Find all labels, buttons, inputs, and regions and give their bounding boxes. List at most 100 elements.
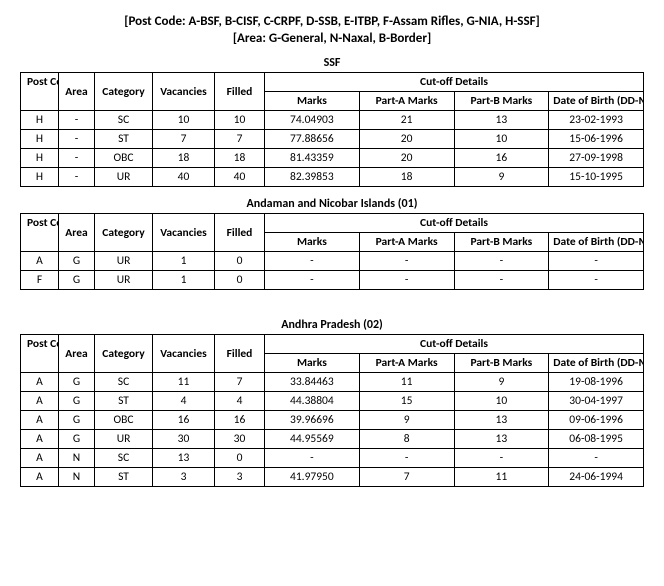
cell-fill: 7 — [215, 130, 265, 149]
table-row: AGOBC161639.9669691309-06-1996 — [21, 411, 644, 430]
cell-marks: 77.88656 — [265, 130, 360, 149]
column-header: Post Code — [21, 335, 59, 373]
cell-dob: 23-02-1993 — [549, 111, 644, 130]
cell-pb: 16 — [454, 149, 549, 168]
cell-pa: 20 — [359, 149, 454, 168]
cell-post: A — [21, 430, 59, 449]
cell-area: - — [59, 111, 95, 130]
cell-area: G — [59, 430, 95, 449]
column-header: Part-A Marks — [359, 233, 454, 252]
cell-post: A — [21, 449, 59, 468]
cell-post: H — [21, 130, 59, 149]
cell-cat: UR — [95, 271, 153, 290]
cell-pa: - — [359, 271, 454, 290]
cell-dob: 24-06-1994 — [549, 468, 644, 487]
cell-dob: 15-10-1995 — [549, 168, 644, 187]
cell-pa: 8 — [359, 430, 454, 449]
cell-fill: 16 — [215, 411, 265, 430]
cell-cat: ST — [95, 130, 153, 149]
cell-pb: 9 — [454, 373, 549, 392]
table-row: AGST4444.38804151030-04-1997 — [21, 392, 644, 411]
table-row: AGUR303044.9556981306-08-1995 — [21, 430, 644, 449]
cell-fill: 0 — [215, 449, 265, 468]
cell-vac: 7 — [153, 130, 215, 149]
cell-pa: 11 — [359, 373, 454, 392]
cell-dob: - — [549, 252, 644, 271]
cell-pa: 9 — [359, 411, 454, 430]
column-header: Filled — [215, 335, 265, 373]
cell-vac: 10 — [153, 111, 215, 130]
cell-dob: 30-04-1997 — [549, 392, 644, 411]
cell-pb: 11 — [454, 468, 549, 487]
table-row: ANSC130---- — [21, 449, 644, 468]
cell-fill: 0 — [215, 271, 265, 290]
cell-pb: 10 — [454, 130, 549, 149]
cell-pa: - — [359, 449, 454, 468]
cell-area: - — [59, 168, 95, 187]
cell-cat: SC — [95, 373, 153, 392]
cell-marks: - — [265, 271, 360, 290]
column-header: Date of Birth (DD-MM-YYYY) — [549, 92, 644, 111]
cell-vac: 3 — [153, 468, 215, 487]
table-row: H-ST7777.88656201015-06-1996 — [21, 130, 644, 149]
cell-area: N — [59, 468, 95, 487]
cell-post: H — [21, 111, 59, 130]
cell-pb: - — [454, 252, 549, 271]
cell-marks: 33.84463 — [265, 373, 360, 392]
cell-vac: 16 — [153, 411, 215, 430]
column-header: Vacancies — [153, 335, 215, 373]
cell-dob: 15-06-1996 — [549, 130, 644, 149]
cutoff-table: Post CodeAreaCategoryVacanciesFilledCut-… — [20, 334, 644, 487]
cell-marks: 74.04903 — [265, 111, 360, 130]
cutoff-table: Post CodeAreaCategoryVacanciesFilledCut-… — [20, 213, 644, 290]
cell-vac: 18 — [153, 149, 215, 168]
cell-dob: 19-08-1996 — [549, 373, 644, 392]
table-row: FGUR10---- — [21, 271, 644, 290]
column-header: Part-A Marks — [359, 92, 454, 111]
cell-fill: 0 — [215, 252, 265, 271]
cell-post: H — [21, 149, 59, 168]
cell-post: A — [21, 373, 59, 392]
column-header: Filled — [215, 214, 265, 252]
cell-pb: 13 — [454, 430, 549, 449]
column-header: Area — [59, 214, 95, 252]
cell-cat: UR — [95, 430, 153, 449]
cell-pa: - — [359, 252, 454, 271]
section-title: Andhra Pradesh (02) — [20, 318, 644, 332]
cell-pa: 15 — [359, 392, 454, 411]
cell-fill: 7 — [215, 373, 265, 392]
cell-pb: 10 — [454, 392, 549, 411]
cell-marks: 44.38804 — [265, 392, 360, 411]
table-row: H-OBC181881.43359201627-09-1998 — [21, 149, 644, 168]
column-header: Category — [95, 73, 153, 111]
column-header: Marks — [265, 92, 360, 111]
cell-vac: 30 — [153, 430, 215, 449]
cell-dob: 06-08-1995 — [549, 430, 644, 449]
cell-marks: - — [265, 252, 360, 271]
column-header: Part-A Marks — [359, 354, 454, 373]
cell-pb: - — [454, 271, 549, 290]
cell-cat: ST — [95, 392, 153, 411]
table-row: H-SC101074.04903211323-02-1993 — [21, 111, 644, 130]
column-header: Post Code — [21, 214, 59, 252]
table-row: H-UR404082.3985318915-10-1995 — [21, 168, 644, 187]
column-header: Date of Birth (DD-MM-YYYY) — [549, 354, 644, 373]
cell-vac: 4 — [153, 392, 215, 411]
cell-vac: 11 — [153, 373, 215, 392]
column-header: Cut-off Details — [265, 335, 644, 354]
cell-marks: 39.96696 — [265, 411, 360, 430]
cell-fill: 3 — [215, 468, 265, 487]
cell-cat: SC — [95, 449, 153, 468]
cell-area: - — [59, 130, 95, 149]
cell-cat: ST — [95, 468, 153, 487]
cell-marks: 44.95569 — [265, 430, 360, 449]
table-row: ANST3341.9795071124-06-1994 — [21, 468, 644, 487]
column-header: Post Code — [21, 73, 59, 111]
column-header: Vacancies — [153, 73, 215, 111]
cell-cat: UR — [95, 252, 153, 271]
column-header: Area — [59, 335, 95, 373]
cell-cat: OBC — [95, 411, 153, 430]
column-header: Cut-off Details — [265, 73, 644, 92]
cell-area: G — [59, 271, 95, 290]
cell-area: - — [59, 149, 95, 168]
